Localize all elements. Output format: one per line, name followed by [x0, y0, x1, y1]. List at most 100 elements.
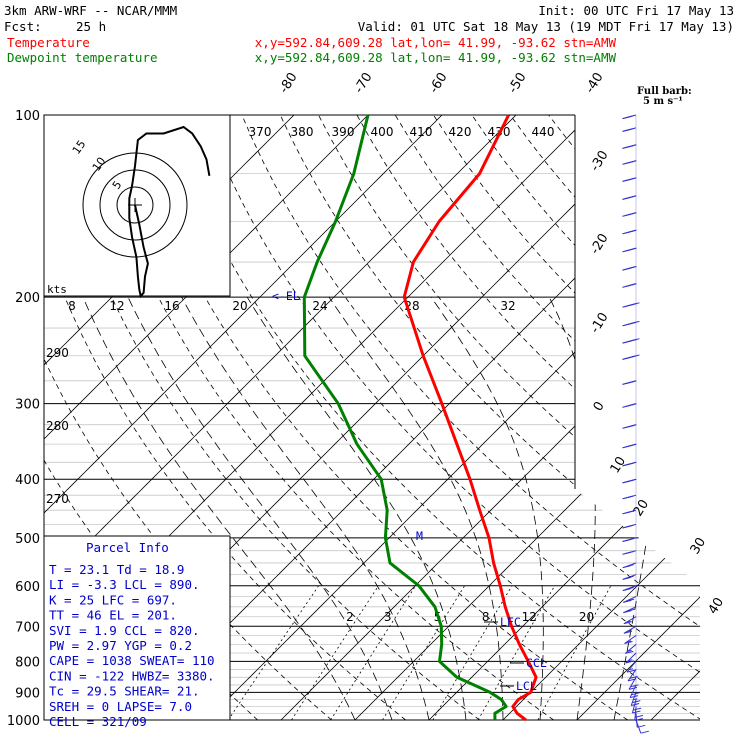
- parcel-info-title: Parcel Info: [86, 540, 169, 555]
- moist-adiabat: [127, 296, 393, 720]
- parcel-info-row: LI = -3.3 LCL = 890.: [49, 577, 200, 592]
- dry-adiabat: [433, 115, 700, 720]
- wind-barb: [622, 212, 637, 217]
- wind-barbs: [622, 114, 649, 734]
- isotherm-line: [428, 115, 700, 720]
- barb-half-flag: [628, 128, 633, 131]
- wind-barb: [622, 403, 637, 408]
- dry-adiabat: [509, 115, 700, 720]
- wind-barb: [622, 380, 637, 385]
- speed-scale-label: 8: [68, 299, 76, 313]
- pressure-tick-label: 400: [15, 473, 40, 488]
- wind-barb: [622, 114, 637, 120]
- wind-barb: [623, 616, 637, 625]
- parcel-info-row: CELL = 321/09: [49, 714, 147, 729]
- temperature-profile: [402, 114, 538, 722]
- mixing-ratio-label: 2: [346, 610, 354, 624]
- theta-label: 400: [371, 125, 394, 139]
- barb-flag: [631, 703, 640, 706]
- pressure-tick-label: 300: [15, 398, 40, 413]
- theta-label: 370: [249, 125, 272, 139]
- barb-half-flag: [628, 659, 633, 662]
- parcel-info-row: T = 23.1 Td = 18.9: [49, 562, 184, 577]
- dry-adiabat: [663, 115, 700, 720]
- dry-adiabat: [126, 115, 628, 720]
- dry-adiabat: [88, 115, 554, 720]
- dry-adiabat: [702, 115, 740, 720]
- theta-label: 410: [410, 125, 433, 139]
- barb-flag: [629, 675, 638, 679]
- barb-flag: [625, 575, 634, 579]
- temperature-legend: Temperature: [7, 35, 90, 50]
- barb-flag: [634, 714, 644, 718]
- isotherm-label: -40: [583, 70, 607, 96]
- barb-unit: 5 m s⁻¹: [643, 96, 683, 107]
- moist-adiabat: [548, 296, 596, 720]
- pressure-tick-label: 700: [15, 620, 40, 635]
- barb-half-flag: [631, 403, 636, 406]
- mixing-ratio-label: 12: [522, 610, 537, 624]
- barb-half-flag: [631, 424, 636, 427]
- hodograph-ring: [116, 186, 154, 224]
- theta-label: 270: [46, 492, 69, 506]
- isotherm-label: 30: [688, 535, 709, 557]
- wind-barb: [622, 127, 637, 132]
- pressure-tick-label: 100: [15, 109, 40, 124]
- barb-half-flag: [626, 630, 631, 633]
- wind-barb: [622, 320, 640, 327]
- wind-barb: [622, 283, 637, 288]
- barb-flag: [625, 538, 634, 542]
- isotherm-line: [650, 115, 700, 720]
- isotherm-label: -50: [506, 70, 530, 96]
- barb-flag: [628, 247, 637, 251]
- barb-flag: [627, 678, 637, 682]
- wind-barb: [622, 338, 640, 344]
- moist-adiabat: [82, 296, 356, 720]
- wind-barb: [622, 302, 640, 308]
- temperature-station-info: x,y=592.84,609.28 lat,lon= 41.99, -93.62…: [255, 35, 617, 50]
- barb-staff: [630, 692, 637, 706]
- barb-flag: [631, 338, 640, 342]
- fcst-label: Fcst:: [4, 19, 42, 34]
- dry-adiabat: [318, 115, 700, 720]
- barb-half-flag: [627, 649, 632, 652]
- isotherm-line: [354, 115, 700, 720]
- barb-flag: [623, 630, 633, 634]
- model-title: 3km ARW-WRF -- NCAR/MMM: [4, 3, 177, 18]
- isotherm-line: [44, 115, 369, 720]
- parcel-info-row: SREH = 0 LAPSE= 7.0: [49, 699, 192, 714]
- pressure-tick-label: 1000: [7, 714, 40, 729]
- barb-flag: [631, 320, 640, 324]
- barb-flag: [628, 160, 637, 164]
- hodograph-trace: [128, 125, 211, 299]
- wind-barb: [625, 652, 637, 664]
- wind-barb: [635, 719, 649, 734]
- barb-staff: [624, 644, 637, 654]
- wind-barb: [622, 509, 637, 515]
- wind-barb: [622, 574, 637, 580]
- pressure-axis: 100 200 300 400 500 600 700 800 900 1000: [7, 109, 40, 729]
- barb-flag: [628, 461, 637, 465]
- mixing-ratio-label: 3: [384, 610, 392, 624]
- barb-flag: [628, 212, 637, 216]
- barb-flag: [632, 710, 641, 714]
- dry-adiabat: [44, 115, 332, 720]
- barb-flag: [628, 478, 637, 482]
- barb-flag: [637, 724, 646, 728]
- mixing-ratio-line: [477, 585, 556, 720]
- level-label-ccl: CCL: [526, 656, 547, 670]
- speed-scale-label: 20: [232, 299, 247, 313]
- wind-barb: [622, 550, 637, 555]
- wind-barb: [630, 692, 641, 706]
- moist-adiabats: [82, 296, 664, 720]
- barb-flag: [623, 610, 632, 614]
- theta-label: 390: [332, 125, 355, 139]
- barb-flag: [632, 700, 641, 704]
- moist-adiabat: [430, 296, 544, 720]
- dry-adiabat: [624, 115, 700, 720]
- barb-half-flag: [628, 510, 633, 513]
- barb-half-flag: [631, 380, 636, 383]
- isotherm-label: -70: [352, 70, 376, 96]
- fcst-value: 25 h: [76, 19, 106, 34]
- mixing-ratio-line: [537, 585, 612, 720]
